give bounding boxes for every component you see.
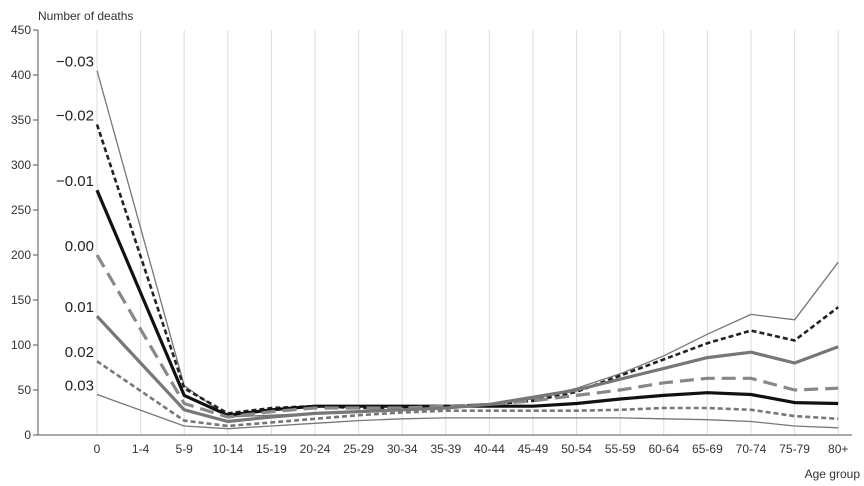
y-tick-label: 200	[11, 248, 31, 262]
grid-lines	[96, 30, 839, 435]
x-axis-title: Age group	[805, 467, 861, 481]
x-tick-label: 0	[94, 442, 101, 456]
x-tick-label: 75-79	[779, 442, 810, 456]
series-line	[96, 393, 839, 430]
y-axis-title: Number of deaths	[38, 9, 133, 23]
series-line	[95, 254, 839, 419]
y-tick-label: 250	[11, 203, 31, 217]
series-label: −0.01	[56, 173, 94, 190]
x-tick-label: 60-64	[648, 442, 679, 456]
y-tick-label: 400	[11, 68, 31, 82]
y-tick-label: 50	[18, 383, 32, 397]
y-tick-label: 450	[11, 23, 31, 37]
y-tick-label: 300	[11, 158, 31, 172]
x-tick-label: 20-24	[300, 442, 331, 456]
series-labels: −0.03 −0.02 −0.01 0.00 0.01 0.02 0.03	[56, 54, 94, 395]
x-tick-label: 30-34	[387, 442, 418, 456]
x-tick-label: 5-9	[176, 442, 194, 456]
x-tick-labels: 0 1-4 5-9 10-14 15-19 20-24 25-29 30-34 35-39 40-…	[94, 442, 849, 456]
series-label: −0.02	[56, 108, 94, 125]
y-tick-labels: 0 50 100 150 200 250 300 350 400 450	[11, 23, 38, 442]
x-tick-label: 55-59	[605, 442, 636, 456]
series-line	[95, 124, 839, 415]
x-tick-label: 45-49	[518, 442, 549, 456]
series-line	[95, 315, 839, 424]
y-tick-label: 0	[24, 428, 31, 442]
series-line	[95, 189, 839, 417]
series-label: 0.02	[65, 344, 94, 361]
y-tick-label: 100	[11, 338, 31, 352]
x-tick-label: 70-74	[736, 442, 767, 456]
series-label: 0.00	[65, 238, 94, 255]
x-tick-label: 15-19	[256, 442, 287, 456]
x-tick-label: 10-14	[212, 442, 243, 456]
x-tick-label: 40-44	[474, 442, 505, 456]
series-lines	[95, 70, 839, 430]
x-tick-label: 1-4	[132, 442, 150, 456]
x-tick-label: 80+	[828, 442, 848, 456]
x-tick-label: 65-69	[692, 442, 723, 456]
series-line	[96, 70, 839, 418]
axes	[37, 30, 852, 436]
series-label: 0.01	[65, 299, 94, 316]
x-tick-label: 50-54	[561, 442, 592, 456]
y-tick-label: 150	[11, 293, 31, 307]
series-label: −0.03	[56, 54, 94, 71]
y-tick-label: 350	[11, 113, 31, 127]
series-label: 0.03	[65, 378, 94, 395]
series-line	[96, 360, 839, 428]
x-tick-label: 25-29	[343, 442, 374, 456]
x-tick-label: 35-39	[430, 442, 461, 456]
